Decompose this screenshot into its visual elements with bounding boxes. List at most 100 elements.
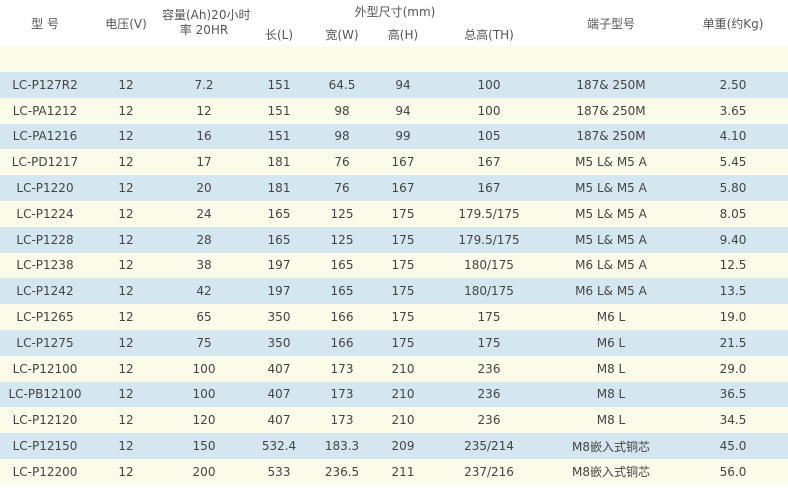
- cell-length: 407: [246, 381, 312, 408]
- cell-width: 173: [312, 407, 372, 434]
- cell-length: 533: [246, 458, 312, 485]
- table-row: LC-P12120 12 120 407 173 210 236 M8 L 34.5: [0, 407, 788, 434]
- cell-total-height: 179.5/175: [434, 226, 544, 253]
- cell-height: 210: [372, 381, 434, 408]
- cell-length: 151: [246, 97, 312, 124]
- cell-height: 175: [372, 329, 434, 356]
- cell-terminal: M6 L: [544, 329, 678, 356]
- cell-width: 98: [312, 123, 372, 150]
- cell-capacity: 7.2: [162, 72, 246, 98]
- cell-width: 64.5: [312, 72, 372, 98]
- cell-total-height: 100: [434, 72, 544, 98]
- cell-terminal: M5 L& M5 A: [544, 200, 678, 227]
- cell-width: 98: [312, 97, 372, 124]
- cell-capacity: 28: [162, 226, 246, 253]
- cell-width: 173: [312, 355, 372, 382]
- spacer-row: [0, 46, 788, 72]
- table-row: LC-P1275 12 75 350 166 175 175 M6 L 21.5: [0, 329, 788, 356]
- cell-weight: 19.0: [678, 304, 788, 330]
- cell-voltage: 12: [90, 355, 162, 382]
- cell-width: 125: [312, 200, 372, 227]
- cell-capacity: 12: [162, 97, 246, 124]
- cell-capacity: 65: [162, 304, 246, 330]
- cell-weight: 13.5: [678, 278, 788, 305]
- header-capacity-line2: 率 20HR: [179, 23, 229, 37]
- cell-height: 94: [372, 72, 434, 98]
- cell-width: 125: [312, 226, 372, 253]
- cell-height: 175: [372, 252, 434, 279]
- header-total-height: 总高(TH): [464, 27, 514, 42]
- cell-total-height: 105: [434, 123, 544, 150]
- cell-model: LC-P12150: [0, 433, 90, 459]
- cell-voltage: 12: [90, 175, 162, 201]
- cell-terminal: M8 L: [544, 407, 678, 434]
- cell-height: 209: [372, 433, 434, 459]
- cell-terminal: M6 L& M5 A: [544, 278, 678, 305]
- cell-capacity: 38: [162, 252, 246, 279]
- cell-total-height: 180/175: [434, 278, 544, 305]
- cell-height: 210: [372, 355, 434, 382]
- cell-voltage: 12: [90, 149, 162, 176]
- cell-total-height: 235/214: [434, 433, 544, 459]
- cell-capacity: 200: [162, 458, 246, 485]
- cell-height: 175: [372, 304, 434, 330]
- cell-model: LC-PD1217: [0, 149, 90, 176]
- cell-capacity: 75: [162, 329, 246, 356]
- cell-total-height: 179.5/175: [434, 200, 544, 227]
- cell-width: 166: [312, 304, 372, 330]
- cell-terminal: M8嵌入式铜芯: [544, 433, 678, 459]
- cell-terminal: 187& 250M: [544, 123, 678, 150]
- header-dimensions: 外型尺寸(mm): [354, 4, 436, 19]
- cell-voltage: 12: [90, 226, 162, 253]
- cell-model: LC-PA1212: [0, 97, 90, 124]
- cell-total-height: 180/175: [434, 252, 544, 279]
- cell-voltage: 12: [90, 458, 162, 485]
- table-row: LC-P127R2 12 7.2 151 64.5 94 100 187& 250M 2.50: [0, 72, 788, 98]
- cell-capacity: 100: [162, 355, 246, 382]
- header-capacity: 容量(Ah)20小时 率 20HR: [162, 0, 251, 46]
- cell-voltage: 12: [90, 200, 162, 227]
- cell-length: 197: [246, 278, 312, 305]
- cell-terminal: 187& 250M: [544, 97, 678, 124]
- cell-model: LC-P12120: [0, 407, 90, 434]
- cell-weight: 4.10: [678, 123, 788, 150]
- cell-terminal: M5 L& M5 A: [544, 149, 678, 176]
- cell-height: 94: [372, 97, 434, 124]
- cell-height: 211: [372, 458, 434, 485]
- cell-capacity: 150: [162, 433, 246, 459]
- cell-total-height: 236: [434, 381, 544, 408]
- header-voltage: 电压(V): [105, 16, 147, 31]
- header-terminal: 端子型号: [586, 16, 635, 31]
- cell-model: LC-P1242: [0, 278, 90, 305]
- table-row: LC-P1228 12 28 165 125 175 179.5/175 M5 L& M5 A…: [0, 226, 788, 253]
- cell-width: 183.3: [312, 433, 372, 459]
- cell-model: LC-P1265: [0, 304, 90, 330]
- cell-total-height: 167: [434, 175, 544, 201]
- cell-total-height: 237/216: [434, 458, 544, 485]
- cell-weight: 2.50: [678, 72, 788, 98]
- cell-weight: 21.5: [678, 329, 788, 356]
- cell-capacity: 17: [162, 149, 246, 176]
- table-row: LC-P1224 12 24 165 125 175 179.5/175 M5 L& M5 A…: [0, 200, 788, 227]
- cell-length: 197: [246, 252, 312, 279]
- cell-length: 350: [246, 304, 312, 330]
- cell-weight: 36.5: [678, 381, 788, 408]
- header-model: 型 号: [31, 16, 59, 31]
- cell-weight: 5.80: [678, 175, 788, 201]
- cell-weight: 3.65: [678, 97, 788, 124]
- table-row: LC-P1242 12 42 197 165 175 180/175 M6 L& M5 A 13…: [0, 278, 788, 305]
- cell-capacity: 42: [162, 278, 246, 305]
- spacer-cell: [0, 46, 788, 72]
- cell-total-height: 100: [434, 97, 544, 124]
- cell-voltage: 12: [90, 252, 162, 279]
- cell-terminal: M8嵌入式铜芯: [544, 458, 678, 485]
- cell-voltage: 12: [90, 381, 162, 408]
- cell-model: LC-P1275: [0, 329, 90, 356]
- cell-length: 407: [246, 355, 312, 382]
- header-width: 宽(W): [325, 27, 359, 42]
- cell-voltage: 12: [90, 407, 162, 434]
- cell-voltage: 12: [90, 97, 162, 124]
- cell-capacity: 120: [162, 407, 246, 434]
- header-capacity-line1: 容量(Ah)20小时: [162, 8, 251, 22]
- cell-terminal: 187& 250M: [544, 72, 678, 98]
